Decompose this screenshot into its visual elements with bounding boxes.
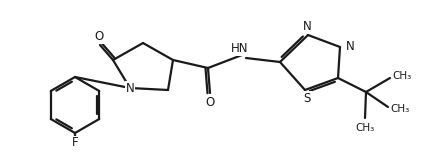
Text: O: O — [206, 95, 214, 109]
Text: N: N — [126, 82, 134, 94]
Text: CH₃: CH₃ — [390, 104, 410, 114]
Text: CH₃: CH₃ — [392, 71, 412, 81]
Text: S: S — [303, 92, 311, 104]
Text: HN: HN — [231, 42, 249, 55]
Text: N: N — [346, 40, 354, 52]
Text: O: O — [94, 31, 104, 43]
Text: CH₃: CH₃ — [355, 123, 375, 133]
Text: N: N — [303, 20, 311, 33]
Text: F: F — [72, 136, 78, 150]
